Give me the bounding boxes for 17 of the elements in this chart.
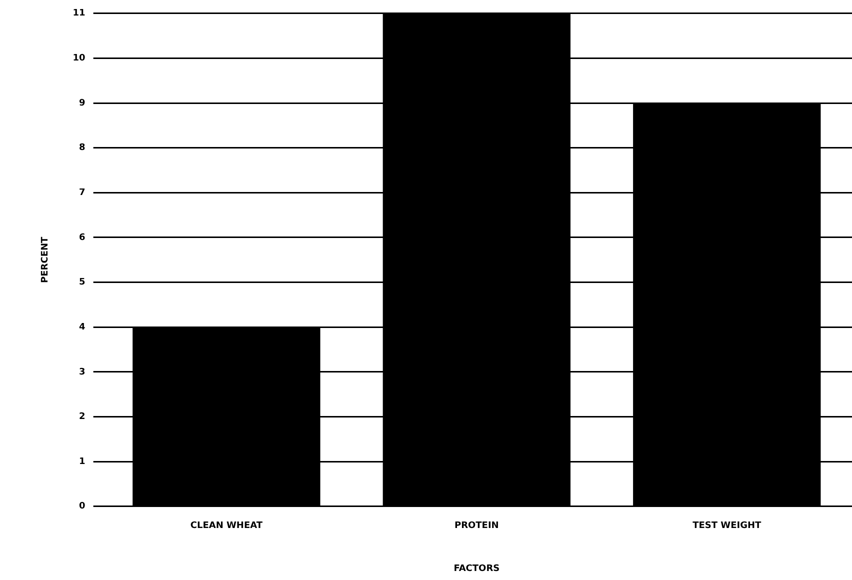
y-tick-label: 8 [79,143,86,154]
x-tick-label: CLEAN WHEAT [190,521,264,532]
y-tick-label: 4 [79,322,86,332]
y-tick-label: 7 [79,188,86,198]
y-tick-label: 11 [72,8,86,19]
x-tick-label: TEST WEIGHT [692,521,762,532]
y-tick-label: 9 [79,98,86,108]
y-tick-label: 6 [79,232,86,243]
y-tick-label: 3 [79,367,86,378]
y-tick-label: 0 [79,502,86,512]
y-axis-title: PERCENT [40,236,51,283]
y-tick-label: 2 [79,412,86,422]
y-tick-label: 1 [79,456,86,467]
y-tick-label: 5 [79,278,86,288]
x-axis-title: FACTORS [454,564,500,574]
x-tick-label: PROTEIN [454,521,499,532]
y-tick-label: 10 [72,54,86,64]
